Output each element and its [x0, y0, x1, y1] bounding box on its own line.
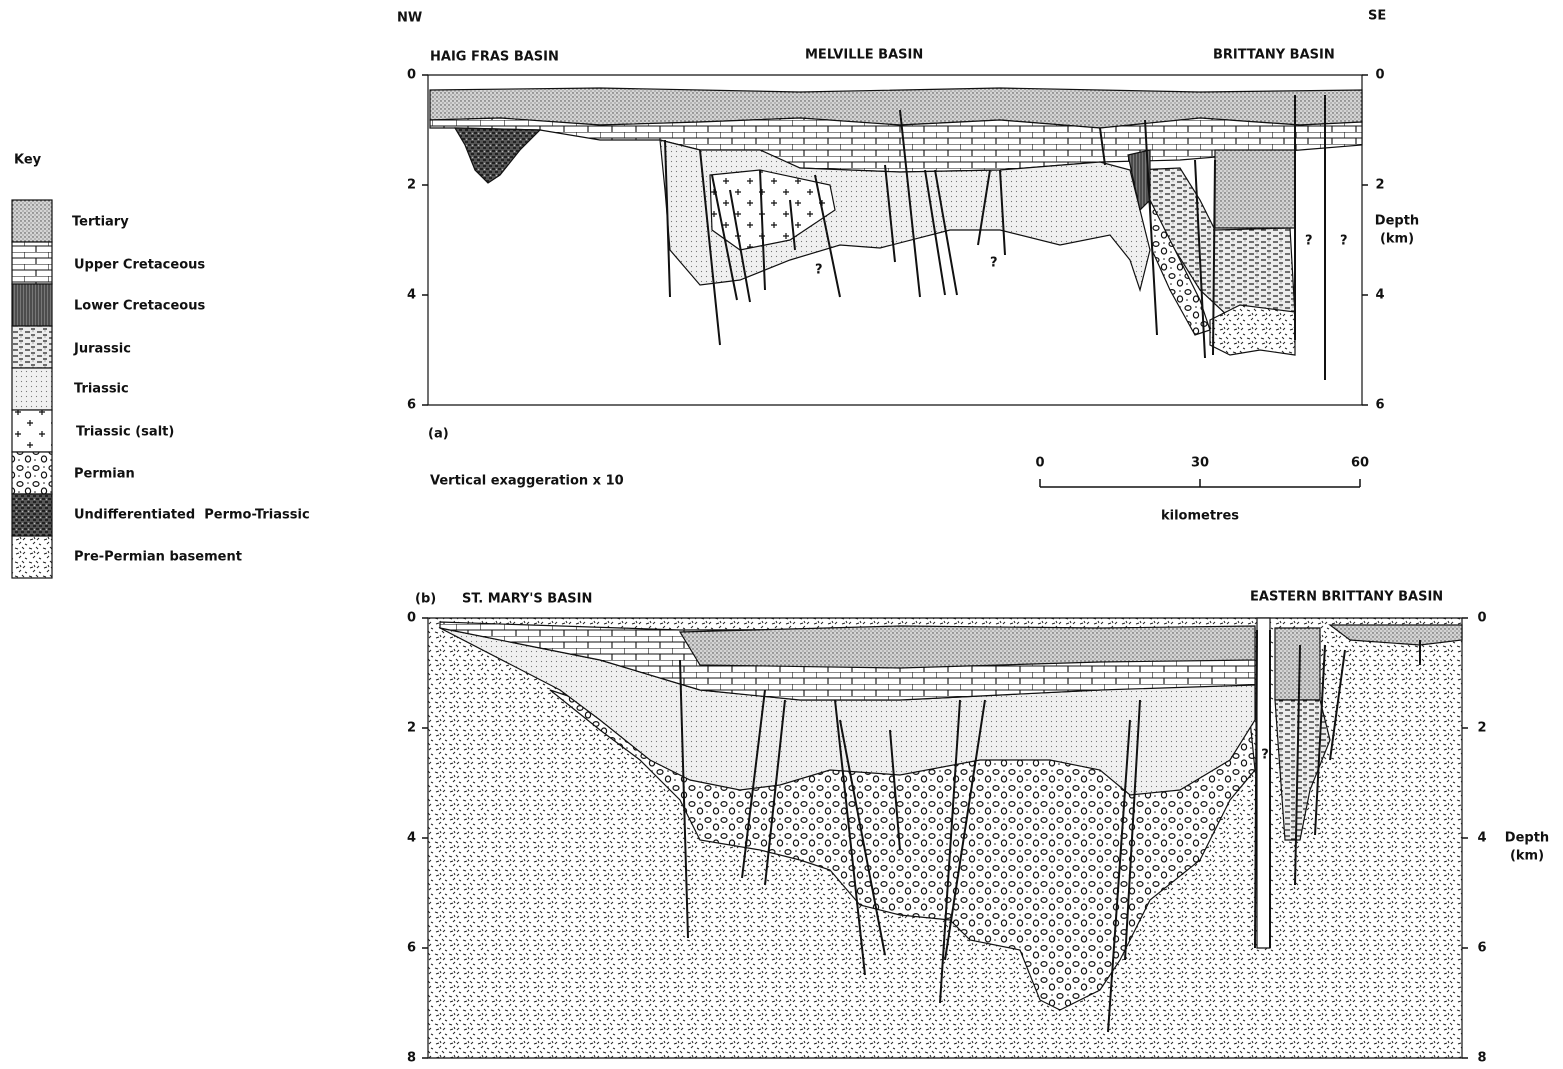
depth-tick-label: 0 [407, 68, 416, 83]
tertiary [680, 626, 1255, 668]
figure: NW SE Key Tertiary Upper Cretaceous Lowe… [0, 0, 1563, 1065]
panel-label: (a) [428, 427, 449, 442]
scale-tick-label: 60 [1351, 456, 1369, 471]
depth-tick-label: 2 [407, 178, 416, 193]
depth-tick-label: 8 [407, 1051, 416, 1066]
key-title: Key [14, 153, 42, 168]
question-mark: ? [1305, 234, 1313, 249]
swatch [12, 326, 52, 368]
key-item: Undifferentiated Permo-Triassic [74, 508, 310, 523]
depth-tick-label: 4 [407, 288, 416, 303]
tertiary [1275, 628, 1320, 700]
depth-tick-label: 0 [1477, 611, 1486, 626]
key-item: Triassic (salt) [76, 425, 174, 440]
orientation-right: SE [1368, 9, 1386, 24]
depth-tick-label: 4 [407, 831, 416, 846]
key-item: Permian [74, 467, 135, 482]
swatch [12, 368, 52, 410]
depth-tick-label: 6 [1477, 941, 1486, 956]
basin-label: HAIG FRAS BASIN [430, 50, 559, 65]
question-mark: ? [1340, 234, 1348, 249]
depth-title: Depth [1505, 831, 1549, 846]
depth-title: (km) [1510, 849, 1544, 864]
swatch [12, 200, 52, 242]
swatch [12, 284, 52, 326]
key-item: Jurassic [73, 342, 131, 357]
depth-tick-label: 6 [407, 941, 416, 956]
tertiary [1215, 150, 1295, 228]
key-item: Tertiary [72, 215, 129, 230]
section-b [428, 618, 1462, 1058]
scale-unit: kilometres [1161, 509, 1239, 524]
question-mark: ? [1261, 748, 1269, 763]
orientation-left: NW [397, 11, 422, 26]
exaggeration-note: Vertical exaggeration x 10 [430, 474, 624, 489]
depth-tick-label: 2 [1477, 721, 1486, 736]
key-item: Lower Cretaceous [74, 299, 205, 314]
key-item: Triassic [74, 382, 129, 397]
gap [1257, 618, 1270, 948]
depth-tick-label: 0 [407, 611, 416, 626]
question-mark: ? [815, 263, 823, 278]
swatch [12, 452, 52, 494]
depth-tick-label: 2 [407, 721, 416, 736]
section-a [428, 75, 1362, 405]
swatch [12, 494, 52, 536]
depth-tick-label: 0 [1375, 68, 1384, 83]
swatch [12, 536, 52, 578]
key-swatches [12, 200, 52, 578]
key-item: Upper Cretaceous [74, 258, 205, 273]
swatch [12, 410, 52, 452]
depth-tick-label: 6 [1375, 398, 1384, 413]
panel-label: (b) [415, 592, 436, 607]
swatch [12, 242, 52, 284]
depth-tick-label: 4 [1477, 831, 1486, 846]
depth-title: (km) [1380, 232, 1414, 247]
basin-label: MELVILLE BASIN [805, 48, 923, 63]
basin-label: EASTERN BRITTANY BASIN [1250, 590, 1443, 605]
depth-title: Depth [1375, 214, 1419, 229]
basin-label: ST. MARY'S BASIN [462, 592, 592, 607]
key-item: Pre-Permian basement [74, 550, 242, 565]
depth-tick-label: 8 [1477, 1051, 1486, 1066]
depth-tick-label: 2 [1375, 178, 1384, 193]
depth-tick-label: 4 [1375, 288, 1384, 303]
question-mark: ? [990, 256, 998, 271]
scale-tick-label: 0 [1035, 456, 1044, 471]
basin-label: BRITTANY BASIN [1213, 48, 1335, 63]
scale-tick-label: 30 [1191, 456, 1209, 471]
depth-tick-label: 6 [407, 398, 416, 413]
